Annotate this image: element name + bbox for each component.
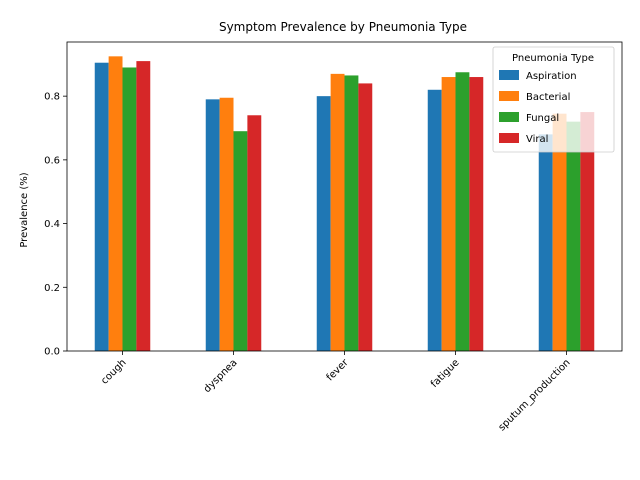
legend-label-viral: Viral — [526, 134, 548, 145]
bar-fungal-cough — [122, 67, 137, 351]
bar-fungal-fever — [344, 75, 359, 351]
bar-bacterial-fatigue — [441, 77, 456, 351]
bar-fungal-fatigue — [455, 72, 470, 351]
legend-label-aspiration: Aspiration — [526, 71, 577, 82]
y-tick-label: 0.6 — [44, 155, 60, 166]
legend-label-fungal: Fungal — [526, 113, 559, 124]
bar-viral-fatigue — [469, 77, 484, 351]
bar-bacterial-cough — [108, 56, 123, 352]
legend-frame — [492, 46, 615, 153]
bar-aspiration-fatigue — [427, 89, 442, 351]
bar-fungal-dyspnea — [233, 131, 248, 351]
bar-viral-fever — [358, 83, 373, 351]
bar-bacterial-dyspnea — [219, 97, 234, 351]
y-tick-label: 0.2 — [44, 283, 60, 294]
bar-aspiration-cough — [94, 62, 109, 352]
legend-swatch-viral — [499, 133, 519, 143]
bar-aspiration-sputum-production — [538, 134, 553, 351]
y-axis-title: Prevalence (%) — [19, 172, 30, 247]
bar-aspiration-fever — [316, 96, 331, 352]
y-tick-label: 0.0 — [44, 347, 60, 358]
chart-title: Symptom Prevalence by Pneumonia Type — [219, 20, 467, 34]
bar-viral-sputum-production — [580, 112, 595, 351]
bar-viral-cough — [136, 61, 151, 352]
bar-viral-dyspnea — [247, 115, 262, 352]
legend-label-bacterial: Bacterial — [526, 92, 570, 103]
legend-swatch-bacterial — [499, 91, 519, 101]
bar-aspiration-dyspnea — [205, 99, 220, 351]
legend-title: Pneumonia Type — [512, 53, 594, 64]
bar-bacterial-sputum-production — [552, 113, 567, 352]
legend: Pneumonia Type Aspiration Bacterial Fungal… — [492, 46, 615, 153]
legend-swatch-fungal — [499, 112, 519, 122]
legend-swatch-aspiration — [499, 70, 519, 80]
bar-bacterial-fever — [330, 73, 345, 352]
bar-fungal-sputum-production — [566, 121, 581, 351]
y-tick-label: 0.4 — [44, 219, 60, 230]
y-tick-label: 0.8 — [44, 92, 60, 103]
y-axis: 0.0 0.2 0.4 0.6 0.8 — [44, 92, 67, 358]
bars-group — [94, 56, 595, 352]
